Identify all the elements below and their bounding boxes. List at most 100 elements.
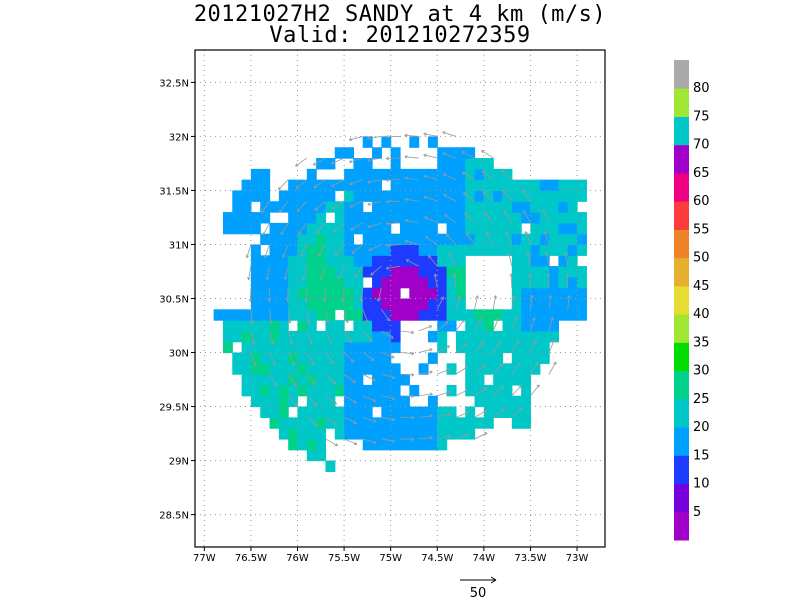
wind-cell	[567, 244, 578, 256]
wind-cell	[577, 298, 587, 310]
wind-cell	[241, 190, 252, 202]
wind-cell	[297, 298, 308, 310]
wind-cell	[446, 309, 457, 321]
wind-vector-head	[498, 340, 502, 344]
wind-vector-head	[425, 236, 429, 240]
x-tick-label: 73W	[566, 553, 589, 564]
wind-cell	[446, 158, 457, 170]
wind-vector	[442, 152, 457, 159]
wind-cell	[446, 266, 457, 278]
wind-vector-head	[350, 359, 355, 363]
wind-vector-head	[423, 153, 427, 158]
wind-cell	[539, 309, 550, 321]
wind-vector-head	[404, 218, 408, 223]
wind-cell	[427, 438, 438, 451]
wind-cell	[288, 352, 299, 364]
wind-cell	[362, 168, 373, 181]
wind-cell	[390, 438, 401, 451]
wind-cell	[502, 212, 513, 224]
wind-vector	[454, 273, 457, 288]
wind-cell	[418, 417, 429, 429]
wind-vector-head	[391, 355, 395, 359]
wind-vector-head	[493, 295, 498, 299]
wind-vector-head	[349, 159, 353, 164]
wind-vector-head	[564, 252, 568, 256]
wind-vector-head	[302, 276, 306, 280]
wind-vector-head	[392, 417, 396, 422]
wind-cell	[297, 287, 308, 300]
wind-cell	[297, 438, 308, 451]
wind-vector	[278, 179, 289, 190]
wind-cell	[437, 147, 448, 159]
wind-cell	[325, 244, 336, 256]
wind-cell	[539, 201, 550, 213]
wind-vector	[269, 309, 272, 324]
wind-cell	[511, 341, 522, 354]
wind-cell	[372, 255, 382, 267]
wind-cell	[437, 179, 448, 192]
wind-vector	[385, 179, 401, 181]
wind-cell	[353, 406, 364, 418]
wind-cell	[232, 190, 243, 202]
wind-cell	[278, 384, 289, 397]
wind-cell	[400, 190, 410, 202]
wind-vector-head	[267, 298, 271, 302]
wind-cell	[250, 309, 261, 321]
wind-cell	[567, 179, 578, 192]
wind-cell	[297, 233, 308, 246]
wind-vector-head	[269, 320, 273, 324]
wind-cell	[521, 417, 532, 429]
wind-cell	[362, 341, 373, 354]
wind-cell	[250, 222, 261, 235]
wind-cell	[316, 395, 327, 408]
colorbar-label: 60	[693, 194, 710, 209]
wind-cell	[474, 190, 485, 202]
wind-cell	[390, 266, 401, 278]
wind-cell	[241, 201, 252, 213]
wind-vector	[474, 341, 484, 353]
wind-vector	[362, 309, 369, 323]
wind-cell	[316, 438, 327, 451]
wind-cell	[465, 147, 476, 159]
wind-vector	[377, 287, 382, 302]
wind-cell	[474, 244, 485, 256]
wind-vector-head	[330, 360, 335, 365]
x-tick-label: 75.5W	[328, 553, 360, 564]
wind-cell	[288, 222, 299, 235]
wind-cell	[577, 233, 587, 246]
colorbar-segment	[674, 398, 689, 428]
wind-vector-head	[353, 400, 357, 404]
wind-cell	[427, 287, 438, 300]
wind-cell	[390, 190, 401, 202]
wind-vector-head	[517, 362, 521, 366]
wind-vector	[455, 319, 465, 332]
wind-vector	[295, 157, 308, 167]
colorbar-segment	[674, 257, 689, 287]
wind-vector	[418, 437, 433, 440]
wind-vector-head	[442, 131, 446, 135]
wind-cell	[372, 276, 382, 289]
wind-cell	[549, 212, 560, 224]
wind-cell	[493, 330, 504, 343]
wind-cell	[511, 298, 522, 310]
wind-cell	[437, 212, 448, 224]
wind-vector-head	[535, 361, 539, 366]
wind-vector-head	[478, 318, 482, 322]
wind-cell	[390, 179, 401, 192]
wind-cell	[344, 255, 355, 267]
wind-cell	[418, 276, 429, 289]
wind-cell	[306, 298, 317, 310]
wind-vector-head	[567, 295, 571, 299]
wind-vector	[443, 194, 457, 202]
wind-cell	[521, 266, 532, 278]
wind-cell	[427, 417, 438, 429]
wind-vector	[313, 179, 326, 188]
colorbar-segment	[674, 370, 689, 400]
wind-vector-head	[502, 190, 506, 194]
colorbar-segment	[674, 285, 689, 315]
wind-cell	[297, 341, 308, 354]
wind-cell	[493, 233, 504, 246]
wind-cell	[427, 406, 438, 418]
wind-cell	[539, 330, 550, 343]
wind-cell	[306, 168, 317, 181]
